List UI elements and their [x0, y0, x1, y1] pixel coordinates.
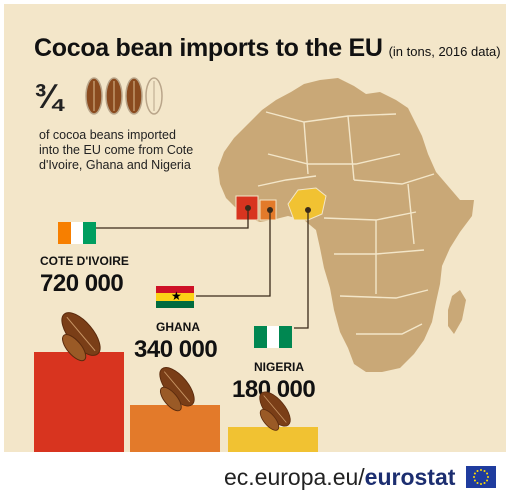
eu-star	[486, 472, 489, 475]
map-nigeria	[287, 187, 327, 221]
africa-continent	[218, 78, 474, 372]
eu-star	[483, 469, 486, 472]
connector-line	[196, 210, 271, 297]
connector-line	[96, 208, 249, 229]
bar-cote-divoire	[34, 352, 124, 452]
country-border	[356, 323, 423, 335]
cocoa-bean-filled-icon	[105, 77, 123, 115]
country-border	[257, 175, 317, 187]
eu-flag-icon	[466, 466, 496, 488]
bar-cocoa-pod-icons	[61, 312, 291, 431]
eu-star	[473, 476, 475, 478]
africa-map	[96, 78, 474, 372]
tick-label-ghana: GHANA	[156, 320, 200, 334]
eu-star	[480, 483, 482, 485]
eu-star	[483, 482, 486, 485]
madagascar	[448, 290, 466, 334]
page-title: Cocoa bean imports to the EU (in tons, 20…	[34, 34, 501, 63]
connector-line	[294, 210, 309, 329]
eu-star	[480, 469, 482, 471]
connector-dot	[267, 207, 273, 213]
source-footer: ec.europa.eu/eurostat	[224, 464, 455, 491]
eu-star	[487, 476, 489, 478]
country-borders	[257, 111, 435, 335]
country-border	[339, 289, 429, 299]
infographic-panel: Cocoa bean imports to the EU (in tons, 20…	[4, 4, 506, 452]
eu-stars-icon	[473, 469, 489, 485]
footer-domain: ec.europa.eu/	[224, 464, 365, 490]
fraction-description: of cocoa beans imported into the EU come…	[39, 128, 194, 172]
country-border	[267, 153, 401, 165]
bar-nigeria	[228, 427, 318, 452]
cocoa-bean-filled-icon	[85, 77, 103, 115]
country-border	[353, 173, 435, 185]
cocoa-pod-icon	[159, 367, 195, 412]
cocoa-bean-empty-icon	[145, 77, 163, 115]
footer-brand: eurostat	[364, 464, 456, 490]
cocoa-bean-filled-icon	[125, 77, 143, 115]
value-label-ghana: 340 000	[134, 336, 218, 363]
chart-subtitle: (in tons, 2016 data)	[388, 44, 501, 59]
connector-dot	[305, 207, 311, 213]
flag-nigeria	[254, 326, 292, 348]
country-border	[347, 115, 355, 181]
eu-star	[473, 472, 476, 475]
cocoa-pod-icon	[259, 391, 291, 431]
tick-label-cote-divoire: COTE D'IVOIRE	[40, 254, 129, 268]
value-label-cote-divoire: 720 000	[40, 270, 124, 297]
eu-star	[486, 479, 489, 482]
chart-title: Cocoa bean imports to the EU	[34, 34, 383, 62]
eu-star	[473, 479, 476, 482]
fraction-figure: ¾	[34, 78, 62, 116]
connector-dot	[245, 205, 251, 211]
flag-ghana: ★	[156, 286, 194, 308]
eu-star	[476, 469, 479, 472]
country-border	[303, 121, 309, 175]
bean-fraction-icons	[85, 77, 163, 115]
bar-ghana	[130, 404, 220, 452]
connector-lines	[96, 205, 311, 329]
country-border	[407, 183, 415, 245]
country-border	[265, 111, 397, 123]
ghana-star-icon: ★	[171, 289, 182, 303]
tick-label-nigeria: NIGERIA	[254, 360, 305, 374]
cocoa-pod-icon	[61, 312, 101, 362]
flag-cote-divoire	[58, 222, 96, 244]
eu-star	[476, 482, 479, 485]
